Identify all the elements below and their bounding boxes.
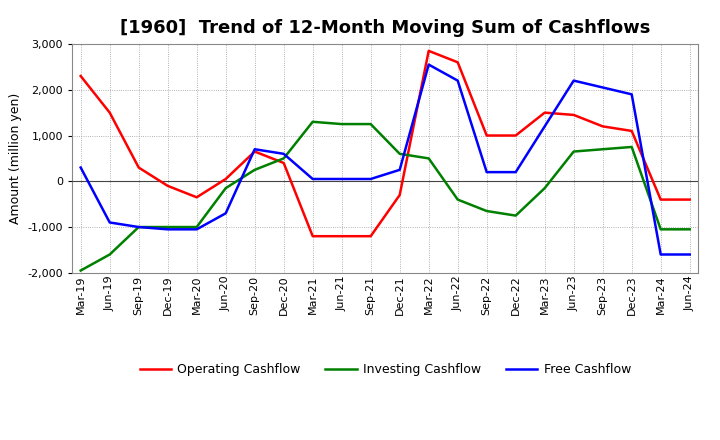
Operating Cashflow [511, 133, 520, 138]
Y-axis label: Amount (million yen): Amount (million yen) [9, 93, 22, 224]
Free Cashflow [279, 151, 288, 157]
Investing Cashflow [135, 224, 143, 230]
Operating Cashflow [570, 112, 578, 117]
Investing Cashflow [424, 156, 433, 161]
Free Cashflow [511, 169, 520, 175]
Investing Cashflow [454, 197, 462, 202]
Line: Investing Cashflow: Investing Cashflow [81, 122, 690, 271]
Operating Cashflow [395, 192, 404, 198]
Investing Cashflow [482, 209, 491, 214]
Free Cashflow [251, 147, 259, 152]
Operating Cashflow [627, 128, 636, 134]
Free Cashflow [192, 227, 201, 232]
Free Cashflow [221, 211, 230, 216]
Free Cashflow [685, 252, 694, 257]
Investing Cashflow [570, 149, 578, 154]
Investing Cashflow [308, 119, 317, 125]
Investing Cashflow [685, 227, 694, 232]
Operating Cashflow [251, 149, 259, 154]
Operating Cashflow [192, 194, 201, 200]
Operating Cashflow [105, 110, 114, 115]
Operating Cashflow [308, 234, 317, 239]
Operating Cashflow [221, 176, 230, 182]
Operating Cashflow [598, 124, 607, 129]
Investing Cashflow [366, 121, 375, 127]
Operating Cashflow [366, 234, 375, 239]
Title: [1960]  Trend of 12-Month Moving Sum of Cashflows: [1960] Trend of 12-Month Moving Sum of C… [120, 19, 650, 37]
Free Cashflow [135, 224, 143, 230]
Operating Cashflow [482, 133, 491, 138]
Free Cashflow [424, 62, 433, 67]
Investing Cashflow [657, 227, 665, 232]
Investing Cashflow [338, 121, 346, 127]
Free Cashflow [308, 176, 317, 182]
Operating Cashflow [279, 160, 288, 165]
Free Cashflow [598, 85, 607, 90]
Investing Cashflow [598, 147, 607, 152]
Free Cashflow [338, 176, 346, 182]
Free Cashflow [570, 78, 578, 83]
Free Cashflow [454, 78, 462, 83]
Investing Cashflow [105, 252, 114, 257]
Free Cashflow [163, 227, 172, 232]
Line: Free Cashflow: Free Cashflow [81, 65, 690, 254]
Free Cashflow [395, 167, 404, 172]
Operating Cashflow [135, 165, 143, 170]
Investing Cashflow [541, 186, 549, 191]
Investing Cashflow [395, 151, 404, 157]
Free Cashflow [482, 169, 491, 175]
Free Cashflow [105, 220, 114, 225]
Free Cashflow [657, 252, 665, 257]
Investing Cashflow [627, 144, 636, 150]
Investing Cashflow [221, 186, 230, 191]
Operating Cashflow [76, 73, 85, 79]
Investing Cashflow [163, 224, 172, 230]
Operating Cashflow [338, 234, 346, 239]
Operating Cashflow [685, 197, 694, 202]
Investing Cashflow [279, 156, 288, 161]
Legend: Operating Cashflow, Investing Cashflow, Free Cashflow: Operating Cashflow, Investing Cashflow, … [135, 358, 636, 381]
Free Cashflow [627, 92, 636, 97]
Operating Cashflow [454, 60, 462, 65]
Operating Cashflow [163, 183, 172, 188]
Free Cashflow [541, 124, 549, 129]
Investing Cashflow [76, 268, 85, 273]
Operating Cashflow [541, 110, 549, 115]
Investing Cashflow [251, 167, 259, 172]
Free Cashflow [366, 176, 375, 182]
Line: Operating Cashflow: Operating Cashflow [81, 51, 690, 236]
Operating Cashflow [657, 197, 665, 202]
Operating Cashflow [424, 48, 433, 54]
Investing Cashflow [511, 213, 520, 218]
Free Cashflow [76, 165, 85, 170]
Investing Cashflow [192, 224, 201, 230]
